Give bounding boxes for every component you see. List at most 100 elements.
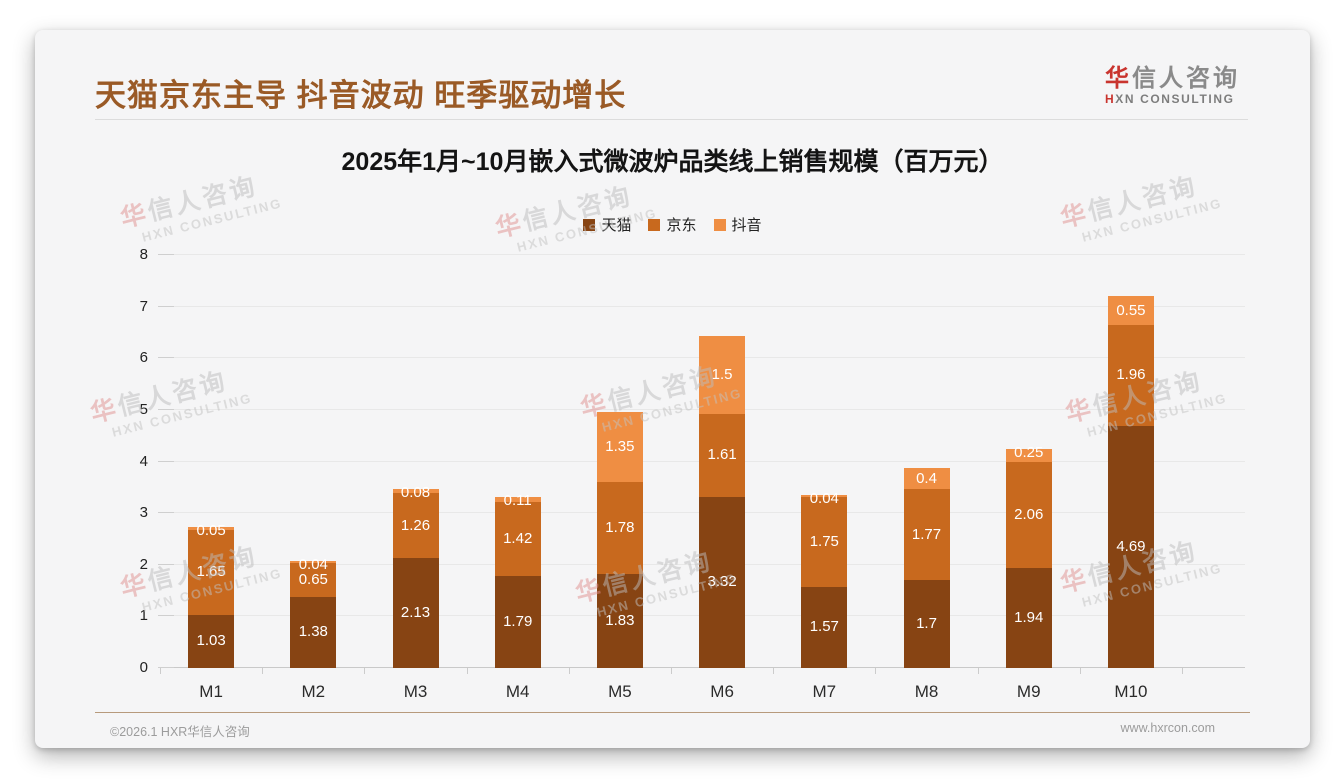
- chart-title: 2025年1月~10月嵌入式微波炉品类线上销售规模（百万元）: [341, 148, 1004, 176]
- report-card: 天猫京东主导 抖音波动 旺季驱动增长 华信人咨询 HXN CONSULTING …: [35, 30, 1310, 748]
- bar-segment-京东-M4: 1.42: [494, 502, 541, 576]
- category-column-M7: 1.57 1.75 0.04 M7: [773, 255, 875, 701]
- y-axis-label: 5: [139, 400, 148, 418]
- legend-label: 京东: [666, 217, 697, 234]
- x-tick: [773, 668, 775, 674]
- x-tick: [262, 668, 264, 674]
- legend-item-天猫[interactable]: 天猫: [583, 214, 631, 235]
- bar-value-label: 0.4: [916, 469, 937, 487]
- x-tick: [977, 668, 979, 674]
- y-axis-label: 6: [139, 349, 148, 367]
- bar-segment-京东-M3: 1.26: [392, 493, 439, 559]
- bar-value-label: 1.35: [605, 437, 635, 455]
- bar-segment-抖音-M1: 0.05: [188, 523, 235, 539]
- legend-label: 天猫: [601, 217, 632, 234]
- logo-en-rest-chars: XN CONSULTING: [1115, 92, 1235, 107]
- bar-segment-京东-M10: 1.96: [1107, 324, 1154, 426]
- y-tick: [158, 357, 174, 359]
- category-column-M3: 2.13 1.26 0.08 M3: [364, 255, 466, 701]
- plot-area: 0 1 2 3 4 5 6 7 8 1.03 1.65 0.05 M1 1.38 0.65 0.04 M2 2.1…: [140, 246, 1245, 701]
- bar-segment-京东-M7: 1.75: [801, 496, 848, 587]
- bar-segment-天猫-M1: 1.03: [188, 614, 235, 668]
- bar-value-label: 0.05: [196, 522, 226, 540]
- bar-M4: 1.79 1.42 0.11: [494, 492, 541, 668]
- bar-M6: 3.32 1.61 1.5: [699, 336, 746, 668]
- x-axis-label-M4: M4: [505, 682, 530, 701]
- x-axis-label-M3: M3: [403, 682, 428, 701]
- bar-segment-抖音-M5: 1.35: [596, 411, 643, 482]
- y-tick: [158, 563, 174, 565]
- y-axis-label: 3: [139, 504, 148, 522]
- bar-value-label: 1.83: [605, 611, 635, 629]
- x-axis-label-M1: M1: [199, 682, 223, 701]
- bar-segment-抖音-M8: 0.4: [903, 468, 950, 489]
- bar-segment-天猫-M5: 1.83: [596, 573, 643, 668]
- y-tick: [158, 512, 174, 514]
- company-logo: 华信人咨询 HXN CONSULTING: [1105, 65, 1240, 107]
- bar-M5: 1.83 1.78 1.35: [596, 411, 643, 668]
- bar-segment-京东-M2: 0.65: [290, 563, 337, 597]
- bar-M9: 1.94 2.06 0.25: [1005, 444, 1052, 668]
- y-axis-label: 4: [139, 452, 148, 470]
- y-tick: [158, 305, 174, 307]
- legend-item-京东[interactable]: 京东: [648, 214, 697, 235]
- footer-divider: [95, 712, 1250, 713]
- x-tick: [364, 668, 366, 674]
- bar-segment-天猫-M7: 1.57: [801, 586, 848, 668]
- category-column-M4: 1.79 1.42 0.11 M4: [467, 255, 569, 701]
- bar-segment-天猫-M6: 3.32: [699, 496, 746, 668]
- legend-swatch: [583, 218, 596, 231]
- y-axis-label: 7: [139, 297, 148, 315]
- x-tick: [160, 668, 161, 674]
- x-tick: [1182, 668, 1183, 674]
- bar-value-label: 1.03: [196, 632, 226, 650]
- bar-segment-京东-M6: 1.61: [699, 413, 746, 497]
- y-axis-label: 0: [139, 659, 148, 676]
- bar-M10: 4.69 1.96 0.55: [1107, 296, 1154, 668]
- bar-value-label: 1.38: [298, 623, 328, 641]
- y-tick: [158, 615, 174, 617]
- bar-value-label: 1.61: [707, 446, 737, 464]
- logo-en-accent-char: H: [1105, 92, 1116, 107]
- logo-accent-char: 华: [1105, 65, 1132, 92]
- category-column-M1: 1.03 1.65 0.05 M1: [160, 255, 262, 701]
- footer-website: www.hxrcon.com: [1120, 721, 1215, 735]
- legend-item-抖音[interactable]: 抖音: [713, 214, 762, 235]
- x-axis-label-M10: M10: [1114, 682, 1148, 701]
- category-column-M2: 1.38 0.65 0.04 M2: [262, 255, 364, 701]
- x-tick: [466, 668, 468, 674]
- bar-segment-京东-M9: 2.06: [1005, 461, 1052, 568]
- x-axis-label-M8: M8: [914, 682, 939, 701]
- bar-value-label: 1.79: [503, 612, 533, 630]
- x-tick: [671, 668, 672, 674]
- bar-segment-天猫-M10: 4.69: [1107, 425, 1154, 668]
- category-column-M10: 4.69 1.96 0.55 M10: [1080, 255, 1182, 701]
- bar-segment-抖音-M2: 0.04: [290, 557, 337, 573]
- bar-value-label: 0.04: [298, 556, 328, 574]
- chart-legend: 天猫 京东 抖音: [35, 214, 1310, 235]
- bar-value-label: 0.55: [1116, 301, 1146, 319]
- bar-M2: 1.38 0.65 0.04: [290, 557, 337, 668]
- y-tick: [158, 667, 174, 668]
- bar-value-label: 1.94: [1014, 608, 1044, 626]
- category-column-M9: 1.94 2.06 0.25 M9: [978, 255, 1080, 701]
- bar-segment-天猫-M8: 1.7: [903, 580, 950, 668]
- bars-container: 1.03 1.65 0.05 M1 1.38 0.65 0.04 M2 2.13 1.26 0.08…: [160, 255, 1182, 701]
- bar-segment-天猫-M2: 1.38: [290, 596, 337, 668]
- bar-segment-抖音-M9: 0.25: [1005, 444, 1052, 462]
- bar-value-label: 4.69: [1116, 537, 1146, 555]
- bar-value-label: 1.75: [809, 532, 839, 550]
- bar-value-label: 0.25: [1014, 443, 1044, 461]
- bar-segment-京东-M5: 1.78: [596, 481, 643, 574]
- bar-segment-京东-M1: 1.65: [188, 529, 235, 615]
- category-column-M6: 3.32 1.61 1.5 M6: [671, 255, 773, 701]
- bar-segment-天猫-M3: 2.13: [392, 558, 439, 668]
- bar-value-label: 1.77: [911, 525, 942, 543]
- page-title: 天猫京东主导 抖音波动 旺季驱动增长: [95, 78, 627, 113]
- bar-value-label: 1.78: [605, 518, 635, 536]
- bar-segment-京东-M8: 1.77: [903, 488, 950, 581]
- y-axis-label: 1: [139, 607, 148, 625]
- bar-value-label: 0.04: [809, 489, 839, 507]
- bar-M1: 1.03 1.65 0.05: [188, 523, 235, 668]
- x-axis-label-M9: M9: [1016, 682, 1041, 701]
